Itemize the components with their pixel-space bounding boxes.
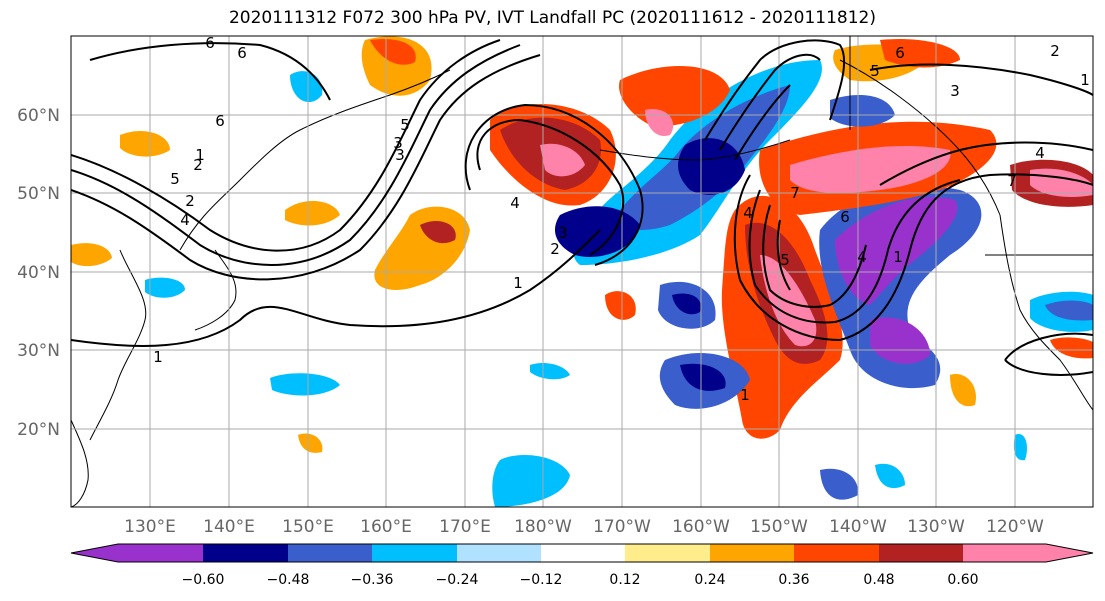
gridlines <box>71 36 1093 507</box>
colorbar-tick-label: 0.60 <box>947 572 978 588</box>
colorbar-segment <box>794 544 879 562</box>
lon-label: 150°E <box>282 517 334 537</box>
lat-label: 50°N <box>17 184 60 204</box>
lon-label: 130°W <box>907 517 965 537</box>
contour-label: 3 <box>393 134 403 152</box>
lat-label: 30°N <box>17 341 60 361</box>
contour-labels: 6 6 6 5 5 4 4 3 3 2 2 1 1 1 7 7 6 5 4 3 … <box>153 34 1090 404</box>
contour-label: 6 <box>895 44 905 62</box>
lon-label: 180°W <box>514 517 572 537</box>
contour-label: 1 <box>195 146 205 164</box>
colorbar-tick-label: −0.36 <box>351 572 394 588</box>
contour-label: 4 <box>857 248 867 266</box>
contour-label: 4 <box>1035 144 1045 162</box>
lon-labels: 130°E 140°E 150°E 160°E 170°E 180°W 170°… <box>124 517 1044 537</box>
contour-label: 2 <box>550 240 560 258</box>
contour-label: 2 <box>1050 42 1060 60</box>
lat-label: 40°N <box>17 263 60 283</box>
colorbar-tick-label: 0.24 <box>694 572 725 588</box>
colorbar-extend-max <box>1046 544 1093 562</box>
map-content: 6 6 6 5 5 4 4 3 3 2 2 1 1 1 7 7 6 5 4 3 … <box>71 34 1093 507</box>
contour-label: 3 <box>950 82 960 100</box>
contour-label: 5 <box>170 170 180 188</box>
contour-label: 5 <box>780 251 790 269</box>
colorbar-tick-label: −0.48 <box>267 572 310 588</box>
contour-label: 2 <box>185 192 195 210</box>
colorbar-segment <box>879 544 963 562</box>
colorbar-segment <box>288 544 372 562</box>
coastlines <box>71 36 1093 507</box>
lat-label: 60°N <box>17 106 60 126</box>
contour-label: 4 <box>743 204 753 222</box>
lon-label: 170°E <box>439 517 491 537</box>
lon-label: 140°E <box>203 517 255 537</box>
colorbar-segment <box>541 544 625 562</box>
contour-label: 3 <box>558 224 568 242</box>
lon-label: 150°W <box>750 517 808 537</box>
colorbar-tick-label: 0.36 <box>778 572 809 588</box>
contour-label: 5 <box>870 62 880 80</box>
colorbar-segment <box>203 544 288 562</box>
colorbar-segment <box>963 544 1046 562</box>
colorbar: −0.60 −0.48 −0.36 −0.24 −0.12 0.12 0.24 … <box>70 543 1094 588</box>
colorbar-extend-min <box>71 544 118 562</box>
ivt-contours <box>71 39 1093 376</box>
contour-label: 1 <box>893 248 903 266</box>
colorbar-tick-label: −0.12 <box>520 572 563 588</box>
lat-label: 20°N <box>17 420 60 440</box>
map-border <box>70 35 1094 508</box>
colorbar-segment <box>710 544 794 562</box>
colorbar-segment <box>457 544 541 562</box>
contour-label: 1 <box>1080 71 1090 89</box>
colorbar-segment <box>372 544 457 562</box>
contour-label: 4 <box>180 211 190 229</box>
lon-label: 130°E <box>124 517 176 537</box>
colorbar-segment <box>118 544 203 562</box>
colorbar-segment <box>625 544 710 562</box>
lon-label: 140°W <box>829 517 887 537</box>
lon-label: 120°W <box>986 517 1044 537</box>
contour-label: 2 <box>193 156 203 174</box>
colorbar-ticks: −0.60 −0.48 −0.36 −0.24 −0.12 0.12 0.24 … <box>182 572 979 588</box>
contour-label: 5 <box>400 116 410 134</box>
contour-label: 3 <box>395 146 405 164</box>
colorbar-tick-label: 0.12 <box>609 572 640 588</box>
contour-label: 6 <box>237 44 247 62</box>
contour-label: 7 <box>1007 172 1017 190</box>
colorbar-tick-label: −0.60 <box>182 572 225 588</box>
colorbar-tick-label: −0.24 <box>436 572 479 588</box>
contour-label: 1 <box>513 274 523 292</box>
contour-label: 4 <box>510 194 520 212</box>
lon-label: 160°E <box>360 517 412 537</box>
lon-label: 170°W <box>593 517 651 537</box>
contour-label: 1 <box>153 348 163 366</box>
contour-label: 7 <box>790 184 800 202</box>
colorbar-tick-label: 0.48 <box>863 572 894 588</box>
colorbar-outline <box>70 543 1094 563</box>
contour-label: 1 <box>740 386 750 404</box>
lon-label: 160°W <box>672 517 730 537</box>
contour-label: 6 <box>840 208 850 226</box>
lat-labels: 60°N 50°N 40°N 30°N 20°N <box>17 106 60 440</box>
pv-shading <box>71 36 1093 507</box>
contour-label: 6 <box>205 34 215 52</box>
plot-title: 2020111312 F072 300 hPa PV, IVT Landfall… <box>228 8 876 28</box>
contour-label: 6 <box>215 112 225 130</box>
